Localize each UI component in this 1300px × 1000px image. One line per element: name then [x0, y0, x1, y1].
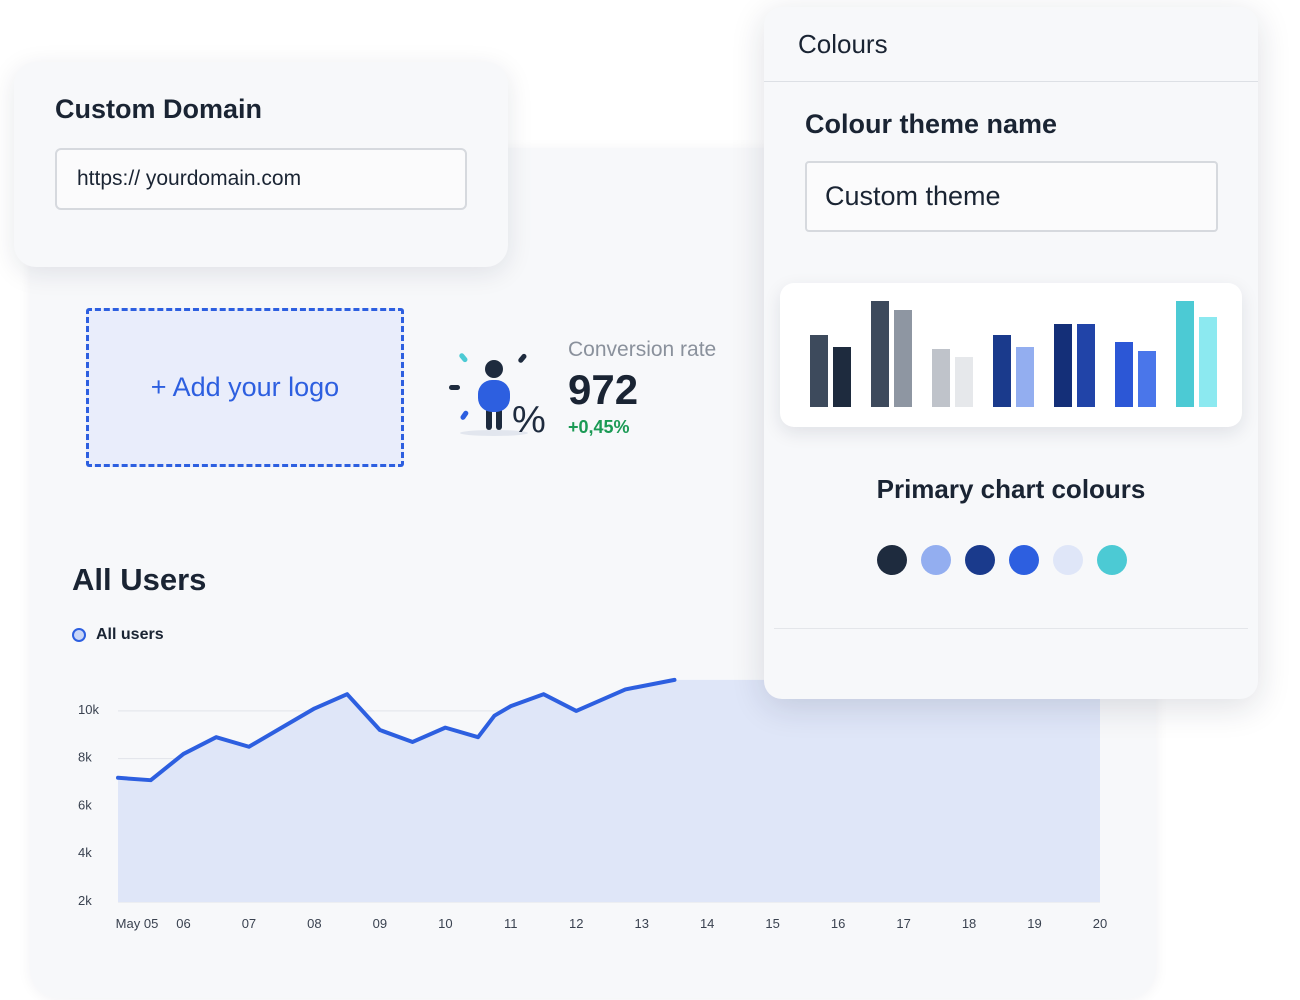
legend-label: All users	[96, 626, 164, 643]
preview-bar	[1054, 324, 1072, 407]
svg-text:%: %	[512, 399, 546, 438]
preview-bar	[932, 349, 950, 407]
person-percent-icon: %	[449, 353, 546, 438]
chart-title: All Users	[72, 562, 207, 597]
theme-name-label: Colour theme name	[805, 109, 1058, 139]
add-logo-dropzone[interactable]: + Add your logo	[86, 308, 404, 467]
colour-swatches	[877, 545, 1127, 575]
preview-bar	[955, 357, 973, 407]
colour-swatch[interactable]	[1097, 545, 1127, 575]
colours-panel-title: Colours	[798, 29, 888, 59]
preview-bar	[894, 310, 912, 407]
colour-swatch[interactable]	[877, 545, 907, 575]
colour-swatch[interactable]	[921, 545, 951, 575]
custom-domain-title: Custom Domain	[55, 94, 263, 124]
preview-bar	[1138, 351, 1156, 407]
custom-domain-input[interactable]	[55, 148, 467, 210]
kpi-value: 972	[568, 366, 639, 413]
theme-preview-card	[780, 283, 1242, 427]
kpi-change: +0,45%	[568, 417, 630, 437]
colour-swatch[interactable]	[1009, 545, 1039, 575]
preview-bar	[833, 347, 851, 407]
preview-bar	[810, 335, 828, 407]
divider	[774, 628, 1248, 629]
preview-bar	[1115, 342, 1133, 407]
custom-domain-card: Custom Domain	[14, 62, 508, 267]
kpi-label: Conversion rate	[568, 338, 717, 361]
preview-bar	[1176, 301, 1194, 407]
preview-bar	[871, 301, 889, 407]
chart-legend[interactable]: All users	[72, 626, 164, 644]
legend-dot-icon	[72, 628, 86, 642]
primary-colours-label: Primary chart colours	[876, 474, 1146, 504]
colours-panel: Colours Colour theme name Primary chart …	[764, 7, 1258, 699]
preview-bar	[1077, 324, 1095, 407]
divider	[764, 81, 1258, 82]
colour-swatch[interactable]	[965, 545, 995, 575]
add-logo-label: + Add your logo	[150, 372, 340, 402]
preview-bar	[993, 335, 1011, 407]
theme-name-input[interactable]	[805, 161, 1218, 232]
preview-bar	[1199, 317, 1217, 407]
preview-bar	[1016, 347, 1034, 407]
theme-preview-bars	[810, 301, 1217, 407]
colour-swatch[interactable]	[1053, 545, 1083, 575]
